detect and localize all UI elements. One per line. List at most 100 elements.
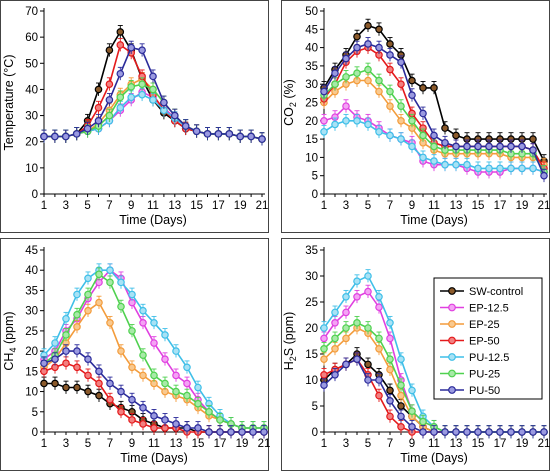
data-point bbox=[397, 412, 405, 421]
legend-label: EP-25 bbox=[469, 319, 500, 331]
x-tick-label: 9 bbox=[409, 200, 415, 212]
y-tick-label: 0 bbox=[32, 427, 38, 439]
data-point bbox=[397, 391, 405, 400]
data-point bbox=[342, 54, 350, 63]
data-point bbox=[116, 103, 125, 112]
data-point bbox=[342, 117, 350, 125]
data-point bbox=[386, 102, 394, 110]
data-point bbox=[139, 318, 147, 327]
data-point bbox=[203, 130, 212, 138]
data-point bbox=[95, 367, 103, 376]
data-point bbox=[106, 395, 114, 404]
data-point bbox=[40, 359, 48, 368]
data-point bbox=[375, 127, 383, 136]
data-point bbox=[40, 379, 48, 388]
data-point bbox=[172, 347, 180, 355]
data-point bbox=[62, 132, 70, 141]
data-point bbox=[474, 428, 482, 436]
data-point bbox=[149, 85, 157, 94]
y-tick-label: 0 bbox=[312, 427, 318, 439]
data-point bbox=[408, 91, 416, 99]
data-point bbox=[181, 122, 190, 130]
y-tick-label: 30 bbox=[25, 306, 38, 318]
data-point bbox=[485, 142, 493, 151]
data-point bbox=[95, 379, 103, 388]
data-point bbox=[171, 111, 179, 120]
data-point bbox=[342, 360, 350, 369]
legend-label: PU-25 bbox=[469, 369, 500, 381]
data-point bbox=[51, 379, 59, 388]
data-point bbox=[419, 84, 427, 92]
data-point bbox=[105, 96, 114, 104]
x-tick-label: 11 bbox=[428, 438, 440, 450]
data-point bbox=[485, 428, 493, 436]
data-point bbox=[375, 43, 383, 52]
data-point bbox=[149, 96, 157, 104]
y-tick-label: 0 bbox=[312, 189, 318, 201]
data-point bbox=[194, 424, 202, 432]
data-point bbox=[397, 80, 405, 89]
data-point bbox=[128, 363, 136, 372]
data-point bbox=[117, 407, 125, 416]
data-point bbox=[117, 347, 125, 355]
y-tick-label: 20 bbox=[305, 323, 318, 335]
data-point bbox=[95, 391, 103, 400]
data-point bbox=[320, 334, 328, 343]
data-point bbox=[386, 365, 394, 374]
data-point bbox=[51, 355, 59, 364]
x-tick-label: 3 bbox=[343, 438, 349, 450]
data-point bbox=[150, 339, 158, 347]
data-point bbox=[342, 324, 350, 332]
data-point bbox=[84, 371, 92, 380]
x-tick-label: 13 bbox=[168, 200, 181, 212]
data-point bbox=[364, 324, 372, 332]
data-point bbox=[540, 171, 548, 180]
data-point bbox=[183, 391, 191, 400]
data-point bbox=[342, 102, 350, 110]
legend-entry: PU-50 bbox=[440, 385, 500, 397]
data-point bbox=[117, 302, 125, 311]
x-tick-label: 17 bbox=[212, 200, 225, 212]
x-tick-label: 1 bbox=[321, 200, 327, 212]
data-point bbox=[496, 164, 504, 173]
data-point bbox=[320, 344, 328, 353]
data-point bbox=[127, 43, 136, 52]
data-point bbox=[150, 424, 158, 432]
y-tick-label: 5 bbox=[312, 171, 318, 183]
x-tick-label: 1 bbox=[41, 200, 47, 212]
x-axis-label: Time (Days) bbox=[119, 213, 187, 227]
data-point bbox=[40, 132, 48, 141]
x-tick-label: 7 bbox=[387, 438, 393, 450]
data-point bbox=[353, 355, 361, 364]
data-point bbox=[249, 428, 257, 436]
y-tick-label: 40 bbox=[25, 265, 38, 277]
data-point bbox=[452, 131, 460, 140]
series-pu-50 bbox=[320, 352, 548, 439]
x-tick-label: 15 bbox=[472, 200, 485, 212]
y-tick-label: 40 bbox=[305, 43, 318, 55]
data-point bbox=[375, 391, 383, 400]
data-point bbox=[172, 387, 180, 396]
legend-entry: PU-25 bbox=[440, 369, 500, 381]
data-point bbox=[73, 383, 81, 392]
data-point bbox=[139, 403, 147, 412]
data-point bbox=[353, 277, 361, 286]
data-point bbox=[227, 428, 235, 436]
y-tick-label: 40 bbox=[25, 84, 38, 96]
data-point bbox=[161, 355, 169, 364]
y-tick-label: 20 bbox=[25, 137, 38, 149]
data-point bbox=[161, 331, 169, 339]
data-point bbox=[320, 381, 328, 390]
data-point bbox=[364, 376, 372, 384]
data-point bbox=[463, 428, 471, 436]
data-point bbox=[419, 131, 427, 140]
x-tick-label: 7 bbox=[107, 438, 113, 450]
x-tick-label: 13 bbox=[450, 438, 463, 450]
data-point bbox=[150, 412, 158, 420]
data-point bbox=[331, 334, 339, 343]
y-tick-label: 35 bbox=[305, 61, 318, 73]
data-point bbox=[95, 298, 103, 307]
y-tick-label: 50 bbox=[25, 58, 38, 70]
legend-label: SW-control bbox=[469, 286, 523, 298]
data-point bbox=[342, 308, 350, 317]
